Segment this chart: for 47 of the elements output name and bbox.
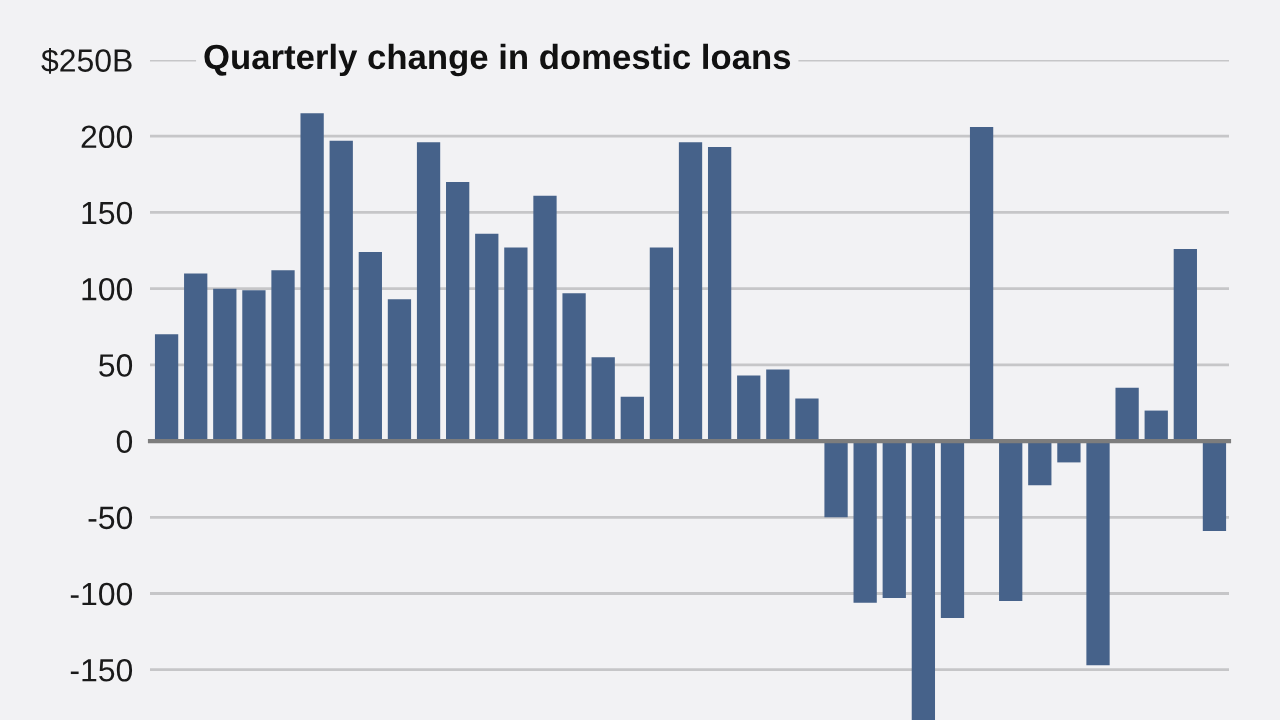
y-tick-label: 100	[82, 277, 133, 301]
bar	[184, 273, 208, 442]
bar	[213, 288, 237, 442]
bar	[707, 146, 732, 442]
bar	[154, 334, 179, 442]
bar	[853, 441, 877, 603]
y-tick-label: 150	[82, 201, 133, 225]
bar	[329, 140, 353, 442]
bar	[1173, 249, 1197, 442]
bar	[475, 233, 499, 442]
bar	[387, 299, 412, 442]
bar	[1028, 441, 1052, 486]
bar	[911, 441, 936, 720]
bar	[1202, 441, 1227, 531]
bar	[1144, 410, 1168, 442]
y-tick-label: -50	[88, 506, 133, 530]
bar	[649, 247, 674, 442]
y-tick-label: 200	[81, 125, 133, 149]
bar	[562, 293, 586, 442]
bar	[999, 441, 1023, 602]
y-tick-label: 50	[99, 354, 133, 377]
bar	[300, 113, 324, 442]
bar	[271, 270, 295, 442]
bar	[766, 369, 790, 442]
bar	[242, 290, 266, 442]
bar	[620, 396, 644, 442]
bar	[882, 441, 906, 599]
y-tick-label: $250B	[41, 47, 132, 74]
bar	[969, 127, 994, 442]
bar	[678, 142, 703, 442]
bar	[1086, 441, 1110, 666]
bar	[940, 441, 965, 618]
bar	[533, 195, 557, 442]
y-tick-label: 0	[116, 430, 133, 453]
bar	[1115, 387, 1139, 442]
bar	[737, 375, 761, 442]
bar	[1057, 441, 1081, 463]
bar	[504, 247, 528, 442]
y-tick-label: -150	[70, 658, 133, 682]
y-tick-label: -100	[70, 582, 133, 606]
chart-title: Quarterly change in domestic loans	[204, 43, 791, 77]
bar	[795, 398, 819, 442]
bar	[416, 142, 441, 442]
bar	[446, 181, 470, 442]
bar	[591, 357, 615, 442]
bar	[824, 441, 848, 518]
bar	[358, 252, 382, 442]
